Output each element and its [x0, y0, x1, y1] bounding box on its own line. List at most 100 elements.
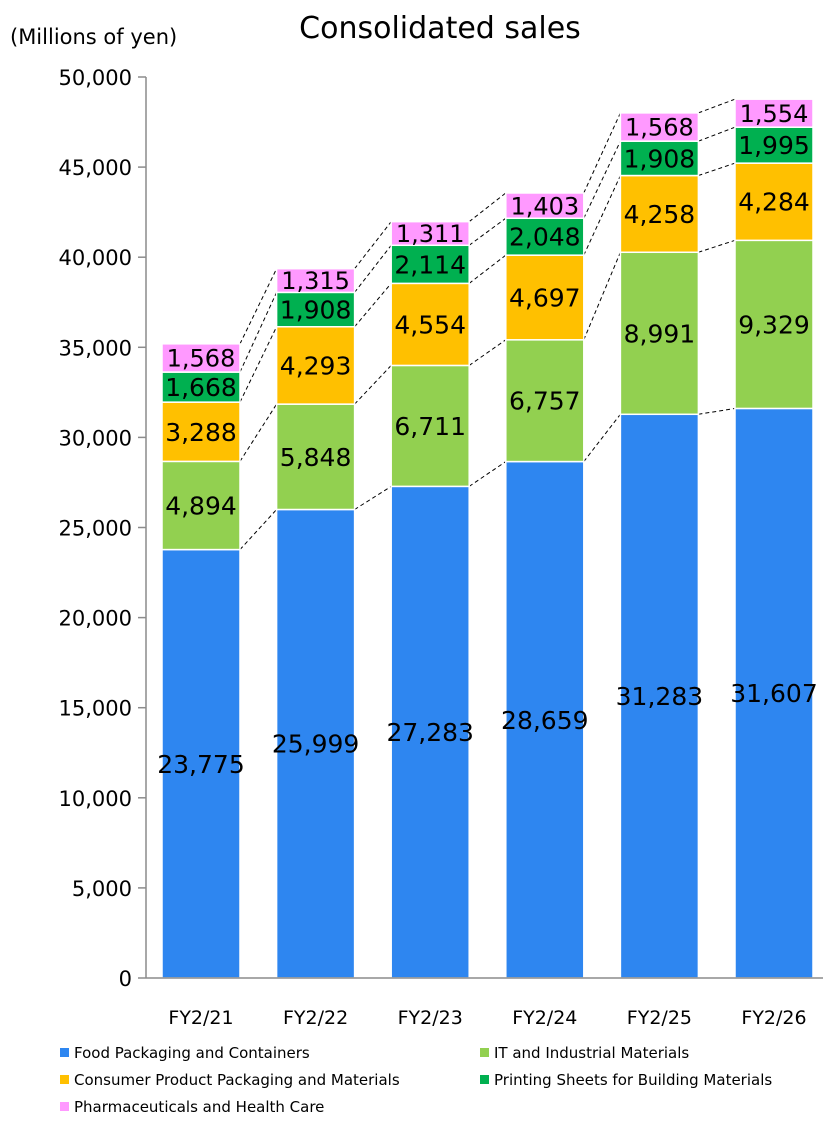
- x-tick-label: FY2/24: [512, 1007, 577, 1029]
- bar-segment: [734, 126, 814, 164]
- chart-title: Consolidated sales: [299, 11, 581, 46]
- legend-swatch: [480, 1048, 489, 1057]
- data-label: 6,757: [509, 387, 581, 416]
- x-tick-label: FY2/22: [283, 1007, 348, 1029]
- connector-line: [468, 192, 507, 223]
- connector-line: [583, 252, 621, 340]
- y-tick-label: 15,000: [59, 697, 132, 721]
- bar-segment: [390, 244, 470, 285]
- x-axis: FY2/21 FY2/22 FY2/23 FY2/24 FY2/25 FY2/26: [146, 977, 823, 1029]
- bar-segment: [505, 192, 585, 220]
- data-label: 4,293: [280, 351, 352, 380]
- legend-label: Food Packaging and Containers: [74, 1044, 310, 1062]
- y-tick-label: 25,000: [59, 517, 132, 541]
- data-label: 5,848: [280, 443, 352, 472]
- bars-group: 23,7754,8943,2881,6681,56825,9995,8484,2…: [157, 98, 818, 979]
- connector-line: [468, 217, 507, 246]
- connector-line: [583, 140, 621, 219]
- y-axis: 0 5,000 10,000 15,000 20,000 25,000 30,000 35,0…: [59, 66, 147, 991]
- bar-segment: [734, 98, 814, 128]
- bar-segment: [161, 548, 241, 979]
- y-tick-label: 50,000: [59, 66, 132, 90]
- bar-segment: [275, 291, 356, 328]
- legend-swatch: [480, 1075, 489, 1084]
- connector-line: [468, 339, 507, 366]
- data-label: 2,114: [394, 250, 466, 279]
- connector-line: [698, 239, 736, 253]
- connector-line: [239, 326, 278, 403]
- data-label: 1,995: [738, 131, 810, 160]
- connector-line: [468, 461, 507, 487]
- data-label: 1,908: [280, 296, 352, 325]
- data-label: 1,908: [624, 144, 696, 173]
- legend-item: Pharmaceuticals and Health Care: [60, 1098, 324, 1116]
- connector-line: [468, 254, 507, 284]
- x-tick-label: FY2/23: [398, 1007, 463, 1029]
- bar-segment: [390, 282, 470, 367]
- unit-label: (Millions of yen): [10, 25, 177, 49]
- bar-segment: [275, 267, 356, 294]
- connector-line: [698, 98, 736, 114]
- bar-segment: [390, 364, 470, 488]
- connector-line: [698, 407, 736, 415]
- bar-segment: [275, 403, 356, 511]
- bar-segment: [275, 326, 356, 405]
- data-label: 1,668: [165, 373, 237, 402]
- connector-line: [698, 126, 736, 142]
- bar-segment: [619, 112, 700, 142]
- data-label: 27,283: [386, 718, 473, 747]
- data-label: 1,568: [167, 345, 236, 373]
- connector-line: [354, 221, 392, 269]
- legend-label: Printing Sheets for Building Materials: [494, 1071, 772, 1089]
- legend-item: Food Packaging and Containers: [60, 1044, 310, 1062]
- data-label: 1,403: [510, 192, 579, 220]
- data-label: 4,258: [624, 200, 696, 229]
- y-tick-label: 10,000: [59, 787, 132, 811]
- data-label: 1,554: [740, 100, 809, 128]
- connector-lines: [239, 98, 736, 550]
- data-label: 4,284: [738, 188, 810, 217]
- bar-segment: [505, 217, 585, 256]
- legend-item: Consumer Product Packaging and Materials: [60, 1071, 400, 1089]
- bar-segment: [505, 339, 585, 463]
- bar-stack-fy2-26: 31,607 9,329 4,284 1,995 1,554: [730, 98, 818, 979]
- data-label: 4,697: [509, 283, 581, 312]
- data-label: 8,991: [624, 319, 696, 348]
- legend-item: IT and Industrial Materials: [480, 1044, 689, 1062]
- legend: Food Packaging and Containers IT and Indu…: [60, 1044, 772, 1116]
- y-tick-label: 30,000: [59, 426, 132, 450]
- bar-segment: [734, 162, 814, 242]
- y-tick-label: 35,000: [59, 336, 132, 360]
- x-tick-label: FY2/26: [741, 1007, 806, 1029]
- legend-swatch: [60, 1075, 69, 1084]
- connector-line: [583, 413, 621, 462]
- data-label: 2,048: [509, 223, 581, 252]
- data-label: 31,283: [616, 682, 703, 711]
- connector-line: [698, 162, 736, 177]
- connector-line: [239, 509, 277, 550]
- y-tick-label: 40,000: [59, 246, 132, 270]
- y-tick-label: 20,000: [59, 607, 132, 631]
- bar-segment: [161, 343, 241, 373]
- bar-segment: [619, 174, 700, 254]
- bar-segment: [619, 251, 700, 416]
- bar-stack-fy2-24: 28,659 6,757 4,697 2,048 1,403: [501, 192, 589, 979]
- data-label: 25,999: [272, 730, 359, 759]
- data-label: 6,711: [394, 412, 466, 441]
- x-tick-label: FY2/21: [168, 1007, 233, 1029]
- data-label: 31,607: [730, 679, 817, 708]
- connector-line: [354, 244, 392, 293]
- data-label: 1,568: [625, 114, 694, 142]
- connector-line: [583, 112, 621, 194]
- connector-line: [239, 292, 278, 373]
- data-label: 3,288: [165, 418, 237, 447]
- connector-line: [354, 283, 392, 328]
- legend-label: IT and Industrial Materials: [494, 1044, 689, 1062]
- data-label: 1,315: [281, 267, 350, 295]
- legend-swatch: [60, 1102, 69, 1111]
